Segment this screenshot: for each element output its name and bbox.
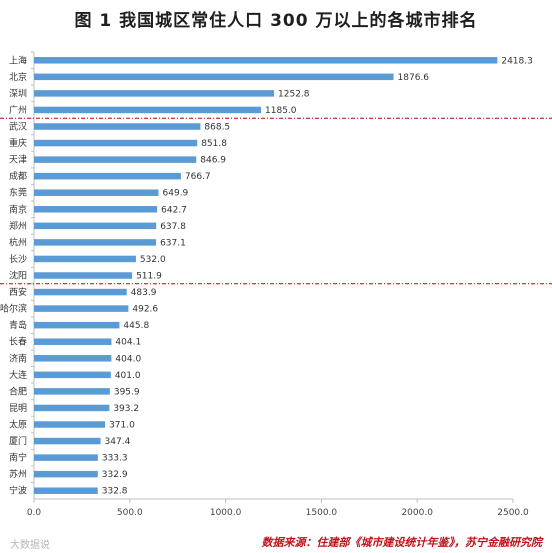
bar-10 bbox=[34, 206, 158, 213]
value-label: 868.5 bbox=[204, 123, 230, 133]
value-label: 637.8 bbox=[160, 222, 186, 232]
value-label: 332.9 bbox=[102, 470, 128, 480]
bar-5 bbox=[34, 123, 201, 130]
bar-20 bbox=[34, 371, 111, 379]
value-label: 1252.8 bbox=[278, 89, 310, 99]
category-label: 大连 bbox=[9, 369, 27, 381]
category-label: 成都 bbox=[9, 170, 27, 182]
bar-25 bbox=[34, 454, 98, 461]
bar-2 bbox=[34, 73, 394, 81]
x-tick-label: 500.0 bbox=[117, 508, 143, 518]
bar-9 bbox=[34, 189, 159, 196]
category-label: 沈阳 bbox=[9, 270, 27, 282]
bar-4 bbox=[34, 106, 262, 114]
x-tick-label: 2000.0 bbox=[401, 508, 433, 518]
bar-7 bbox=[34, 156, 197, 163]
x-tick-label: 2500.0 bbox=[497, 508, 529, 518]
category-label: 武汉 bbox=[9, 121, 27, 133]
value-label: 332.8 bbox=[102, 487, 128, 497]
value-label: 642.7 bbox=[161, 205, 187, 215]
bar-21 bbox=[34, 388, 110, 395]
category-label: 郑州 bbox=[9, 220, 27, 232]
category-label: 哈尔滨 bbox=[0, 303, 27, 315]
x-tick-label: 0.0 bbox=[27, 508, 42, 518]
value-label: 395.9 bbox=[114, 387, 140, 397]
bar-24 bbox=[34, 437, 101, 445]
category-label: 杭州 bbox=[9, 236, 27, 248]
bar-8 bbox=[34, 172, 181, 180]
value-label: 393.2 bbox=[113, 404, 139, 414]
bar-26 bbox=[34, 470, 98, 478]
value-label: 637.1 bbox=[160, 238, 186, 248]
category-label: 重庆 bbox=[9, 137, 27, 149]
value-label: 532.0 bbox=[140, 255, 166, 265]
category-label: 西安 bbox=[9, 286, 27, 298]
category-label: 长沙 bbox=[9, 253, 27, 265]
category-label: 合肥 bbox=[9, 385, 27, 397]
bar-16 bbox=[34, 305, 129, 312]
bar-27 bbox=[34, 487, 98, 494]
bar-18 bbox=[34, 338, 112, 345]
value-label: 1876.6 bbox=[398, 73, 430, 83]
bar-11 bbox=[34, 222, 157, 230]
category-label: 青岛 bbox=[9, 319, 27, 331]
value-label: 404.1 bbox=[115, 338, 141, 348]
value-label: 846.9 bbox=[200, 156, 226, 166]
bar-19 bbox=[34, 355, 112, 362]
category-label: 南宁 bbox=[9, 452, 27, 464]
chart-title: 图 1 我国城区常住人口 300 万以上的各城市排名 bbox=[74, 11, 478, 31]
x-tick-label: 1000.0 bbox=[210, 508, 242, 518]
value-label: 445.8 bbox=[123, 321, 149, 331]
value-label: 766.7 bbox=[185, 172, 211, 182]
category-label: 上海 bbox=[9, 54, 27, 66]
value-label: 404.0 bbox=[115, 354, 141, 364]
value-label: 492.6 bbox=[132, 305, 158, 315]
value-label: 333.3 bbox=[102, 454, 128, 464]
source-note: 数据来源：住建部《城市建设统计年鉴》，苏宁金融研究院 bbox=[261, 536, 543, 549]
value-label: 347.4 bbox=[105, 437, 131, 447]
bar-13 bbox=[34, 255, 136, 263]
category-label: 长春 bbox=[9, 336, 27, 348]
category-label: 昆明 bbox=[9, 403, 27, 414]
value-label: 371.0 bbox=[109, 421, 135, 431]
watermark: 大数据说 bbox=[10, 540, 50, 551]
bar-14 bbox=[34, 272, 133, 279]
category-label: 厦门 bbox=[9, 435, 27, 447]
value-label: 851.8 bbox=[201, 139, 227, 149]
value-label: 2418.3 bbox=[501, 56, 533, 66]
category-label: 太原 bbox=[9, 419, 27, 431]
bar-12 bbox=[34, 239, 157, 246]
bar-17 bbox=[34, 321, 120, 329]
category-label: 天津 bbox=[9, 155, 27, 166]
category-label: 南京 bbox=[9, 203, 27, 215]
bar-1 bbox=[34, 57, 498, 64]
value-label: 483.9 bbox=[131, 288, 157, 298]
category-label: 深圳 bbox=[9, 88, 27, 99]
category-label: 北京 bbox=[9, 71, 27, 83]
category-label: 东莞 bbox=[9, 187, 27, 199]
x-tick-label: 1500.0 bbox=[306, 508, 338, 518]
category-label: 济南 bbox=[9, 352, 27, 364]
bar-3 bbox=[34, 90, 275, 97]
value-label: 401.0 bbox=[115, 371, 141, 381]
bar-23 bbox=[34, 421, 106, 428]
category-label: 广州 bbox=[9, 104, 27, 116]
value-label: 511.9 bbox=[136, 272, 162, 282]
bar-15 bbox=[34, 288, 127, 296]
bar-6 bbox=[34, 139, 198, 147]
category-label: 苏州 bbox=[9, 468, 27, 480]
value-label: 649.9 bbox=[163, 189, 189, 199]
value-label: 1185.0 bbox=[265, 106, 297, 116]
bar-22 bbox=[34, 404, 110, 412]
category-label: 宁波 bbox=[9, 485, 27, 497]
